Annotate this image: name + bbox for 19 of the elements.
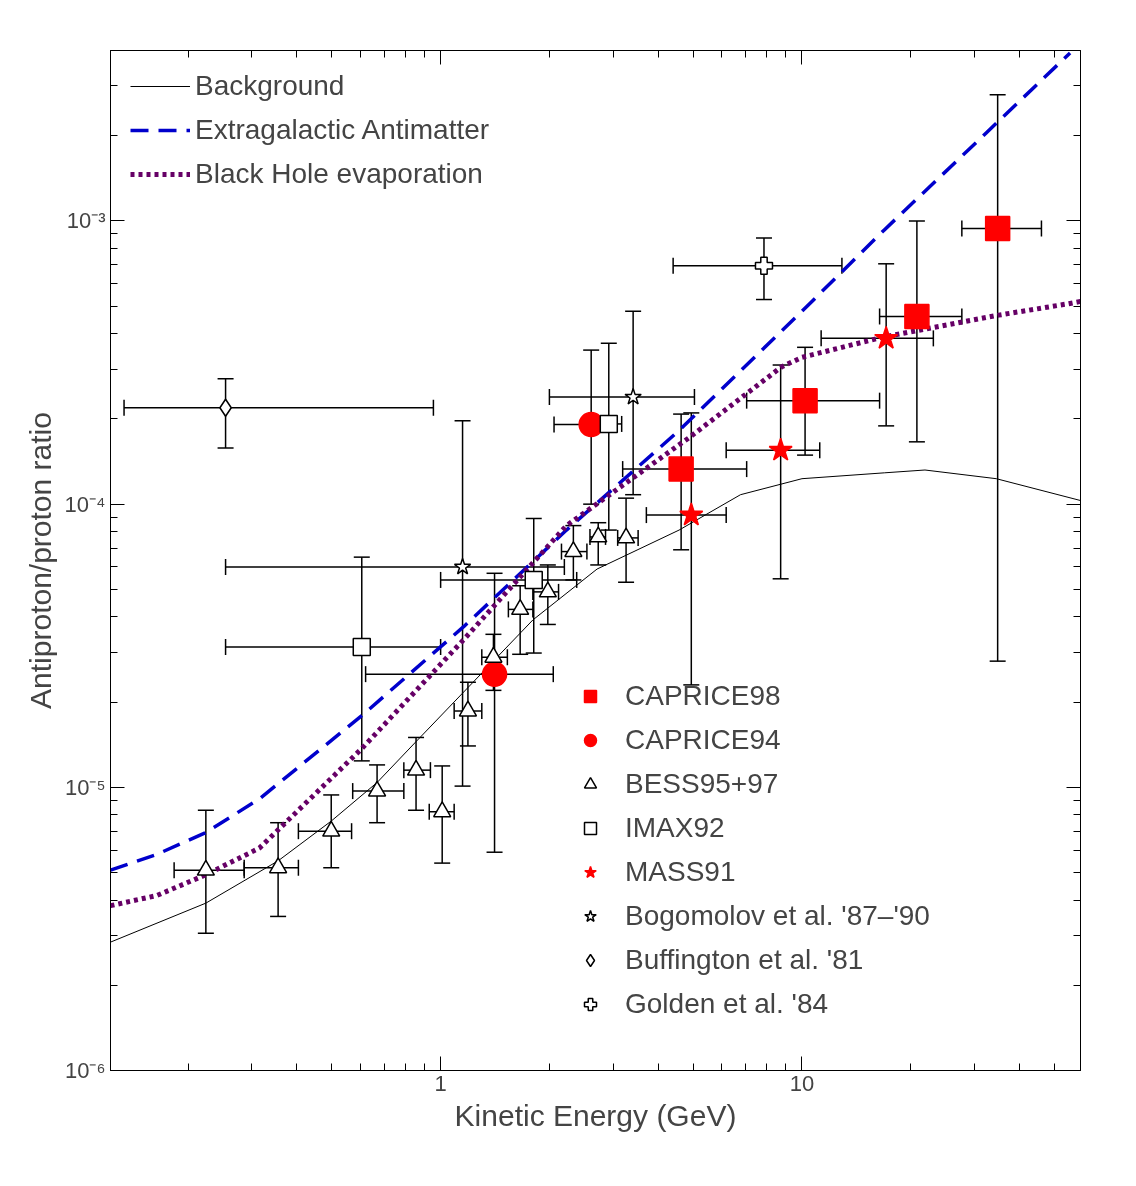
- legend-label: CAPRICE94: [625, 724, 781, 756]
- y-tick-label: 10⁻⁵: [64, 774, 106, 800]
- x-axis-title: Kinetic Energy (GeV): [454, 1098, 737, 1132]
- legend-label: Extragalactic Antimatter: [195, 114, 490, 146]
- legend-label: Black Hole evaporation: [195, 158, 483, 190]
- y-axis-title: Antiproton/proton ratio: [23, 412, 57, 709]
- legend-label: CAPRICE98: [625, 680, 781, 712]
- y-tick-label: 10⁻³: [66, 208, 106, 234]
- legend-label: IMAX92: [625, 812, 725, 844]
- legend-label: Bogomolov et al. '87–'90: [625, 900, 930, 932]
- legend-label: Golden et al. '84: [625, 988, 829, 1020]
- x-tick-label: 1: [434, 1070, 447, 1096]
- x-tick-label: 10: [789, 1070, 815, 1096]
- legend-label: Buffington et al. '81: [625, 944, 864, 976]
- legend-label: MASS91: [625, 856, 736, 888]
- y-tick-label: 10⁻⁴: [64, 491, 106, 517]
- legend-label: BESS95+97: [625, 768, 779, 800]
- legend-label: Background: [195, 70, 345, 102]
- y-tick-label: 10⁻⁶: [64, 1058, 106, 1083]
